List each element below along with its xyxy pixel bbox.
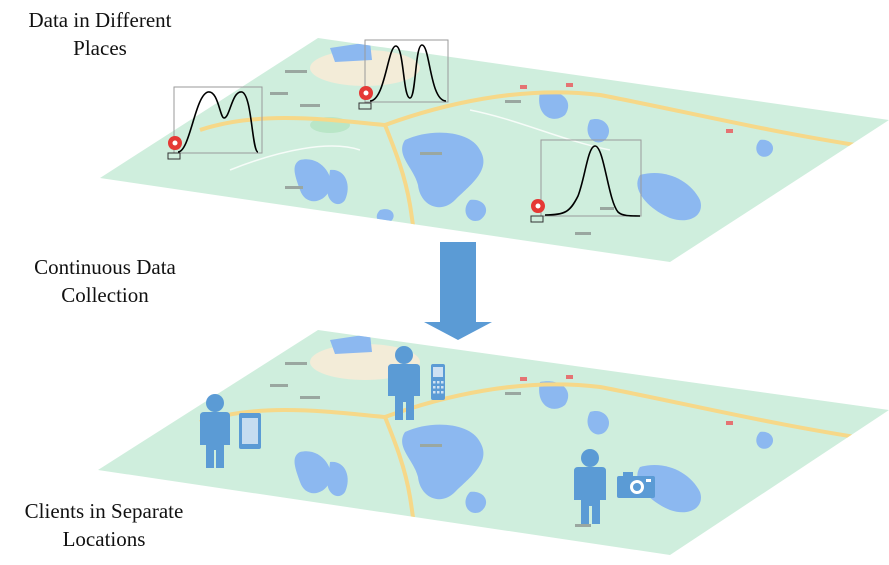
label-line: Collection [61,283,149,307]
phone-icon [431,364,445,400]
map-label-marks [270,70,614,235]
camera-icon [617,472,655,498]
distribution-chart-center [364,39,449,103]
clients-in-separate-locations-label: Clients in Separate Locations [4,497,204,553]
client-right [574,449,655,524]
label-line: Data in Different [28,8,172,32]
distribution-chart-right [540,139,642,217]
client-left [200,394,261,468]
top-map [100,38,889,262]
lakes [294,42,774,224]
bottom-map [98,330,889,555]
label-line: Clients in Separate [24,499,184,523]
location-pin-icon [530,199,545,223]
person-icon [574,449,606,524]
label-line: Locations [62,527,146,551]
map-label-marks [270,362,591,527]
label-line: Continuous Data [34,255,176,279]
client-center [388,346,445,420]
data-in-different-places-label: Data in Different Places [10,6,190,62]
location-pin-icon [167,136,182,160]
arrow-down-icon [424,242,492,340]
person-icon [388,346,420,420]
continuous-data-collection-label: Continuous Data Collection [10,253,200,309]
person-icon [200,394,230,468]
label-line: Places [73,36,127,60]
tablet-icon [239,413,261,449]
distribution-chart-left [173,86,263,154]
location-pin-icon [358,86,373,110]
lakes [294,334,774,513]
